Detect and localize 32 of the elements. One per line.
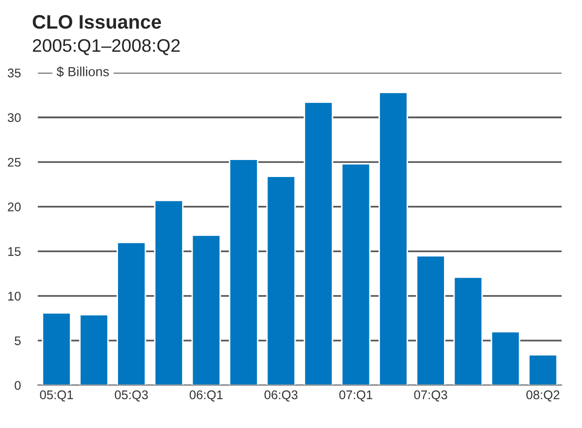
x-tick-label: 07:Q3 [414,390,448,402]
bar [228,158,258,386]
y-tick-label: 20 [8,202,21,212]
y-axis-title: $ Billions [56,66,109,78]
chart-title: CLO Issuance [32,14,162,29]
bar [341,163,371,386]
bar [304,102,334,386]
bar [154,200,184,386]
bar [79,314,109,386]
bar [416,255,446,386]
y-tick-label: 5 [14,336,21,346]
y-tick-label: 15 [8,247,21,256]
x-tick-label: 08:Q2 [526,390,560,402]
y-tick-label: 10 [8,292,21,301]
x-tick-label: 05:Q1 [40,390,73,402]
bar [453,276,483,386]
x-tick-label: 07:Q1 [339,390,372,402]
bar [378,92,408,386]
x-tick-label: 06:Q3 [264,390,298,402]
y-tick-label: 35 [8,68,21,78]
bar [42,312,72,386]
bar [490,330,520,386]
y-tick-label: 0 [14,381,21,390]
bar [116,242,146,386]
x-tick-label: 06:Q1 [190,390,223,402]
y-tick-label: 30 [8,113,21,122]
bar [528,354,558,386]
y-tick-label: 25 [8,158,21,167]
bar [191,234,221,386]
x-tick-label: 05:Q3 [114,390,148,402]
chart-subtitle: 2005:Q1–2008:Q2 [32,39,180,56]
bar [266,176,296,386]
